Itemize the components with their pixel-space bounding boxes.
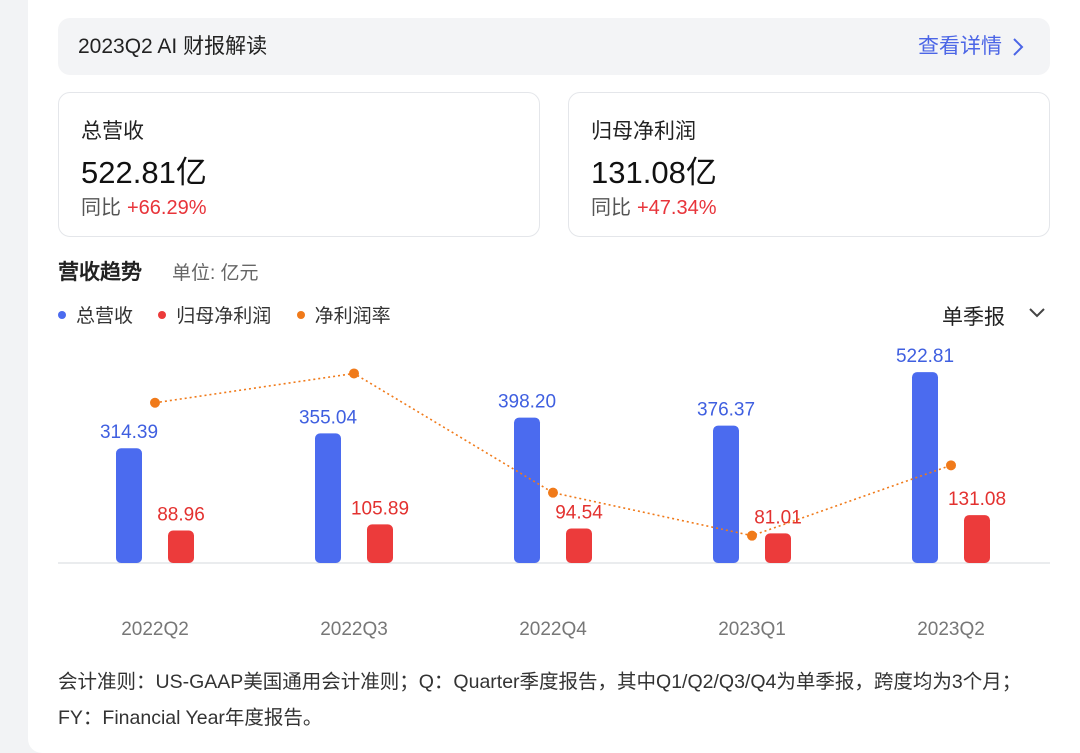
yoy-value: +47.34% [637, 197, 717, 219]
yoy-label: 同比 [591, 197, 631, 219]
stat-label: 归母净利润 [591, 120, 696, 143]
net-profit-data-label: 94.54 [555, 502, 603, 523]
revenue-data-label: 355.04 [299, 407, 358, 428]
period-select[interactable]: 单季报 [942, 306, 1005, 329]
stat-value: 131.08亿 [591, 155, 717, 190]
legend-label: 总营收 [76, 306, 134, 327]
revenue-bar [912, 372, 938, 563]
footnote: 会计准则：US-GAAP美国通用会计准则；Q：Quarter季度报告，其中Q1/… [58, 671, 1022, 729]
net-profit-data-label: 81.01 [754, 507, 802, 528]
legend-dot-icon [158, 310, 167, 319]
x-tick-label: 2023Q1 [718, 619, 786, 640]
chevron-down-icon[interactable] [1028, 307, 1046, 319]
chart-legend: 总营收 归母净利润 净利润率 [58, 301, 411, 328]
stat-card-revenue: 总营收 522.81亿 同比 +66.29% [58, 92, 540, 237]
report-header: 2023Q2 AI 财报解读 查看详情 [58, 18, 1050, 75]
report-title: 2023Q2 AI 财报解读 [78, 35, 268, 58]
net-profit-data-label: 105.89 [351, 498, 409, 519]
yoy-value: +66.29% [127, 197, 207, 219]
x-tick-label: 2023Q2 [917, 619, 985, 640]
net-margin-point [548, 487, 558, 498]
view-details-label: 查看详情 [918, 35, 1002, 58]
legend-label: 净利润率 [314, 306, 391, 327]
revenue-trend-chart: 314.39 88.96 2022Q2 355.04 105.89 2022Q3 398.2… [58, 346, 1050, 640]
legend-dot-icon [58, 310, 66, 319]
chevron-right-icon[interactable] [1012, 37, 1024, 57]
net-profit-bar [765, 533, 791, 563]
revenue-bar [514, 417, 540, 563]
x-tick-label: 2022Q3 [320, 619, 388, 640]
net-profit-bar [964, 515, 990, 563]
legend-dot-icon [296, 310, 305, 319]
view-details-link[interactable]: 查看详情 [918, 18, 1002, 75]
yoy-label: 同比 [81, 197, 121, 219]
legend-item-margin[interactable]: 净利润率 [296, 301, 391, 328]
net-profit-bar [168, 530, 194, 563]
x-tick-label: 2022Q4 [519, 619, 587, 640]
revenue-bar [713, 425, 739, 563]
revenue-bar [116, 448, 142, 563]
section-title: 营收趋势 [58, 261, 142, 284]
x-tick-label: 2022Q2 [121, 619, 189, 640]
net-margin-point [150, 397, 160, 408]
section-unit: 单位: 亿元 [172, 263, 259, 284]
net-profit-bar [367, 524, 393, 563]
stat-card-net-profit: 归母净利润 131.08亿 同比 +47.34% [568, 92, 1050, 237]
revenue-data-label: 314.39 [100, 422, 158, 443]
legend-label: 归母净利润 [176, 306, 272, 327]
legend-item-net-profit[interactable]: 归母净利润 [158, 301, 271, 328]
net-profit-data-label: 131.08 [948, 489, 1006, 510]
net-margin-point [747, 530, 757, 541]
revenue-bar [315, 433, 341, 563]
net-profit-bar [566, 528, 592, 563]
net-profit-data-label: 88.96 [157, 505, 205, 526]
stat-label: 总营收 [81, 120, 144, 143]
legend-item-revenue[interactable]: 总营收 [58, 301, 133, 328]
net-margin-point [946, 460, 956, 471]
revenue-data-label: 522.81 [896, 346, 954, 367]
revenue-data-label: 398.20 [498, 392, 556, 413]
revenue-data-label: 376.37 [697, 400, 755, 421]
stat-yoy: 同比 +47.34% [591, 191, 717, 220]
stat-yoy: 同比 +66.29% [81, 191, 207, 220]
net-margin-point [349, 368, 359, 379]
stat-value: 522.81亿 [81, 155, 207, 190]
